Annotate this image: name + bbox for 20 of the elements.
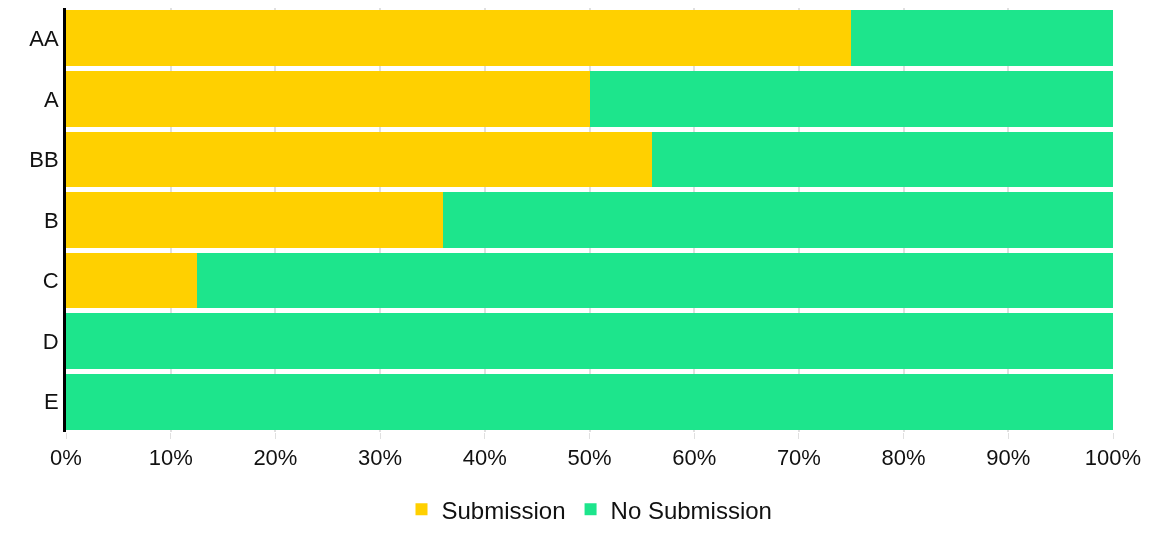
y-tick-label: C [42,268,59,294]
x-tick-label: 100% [1084,445,1142,471]
x-tick-label: 50% [567,445,612,471]
legend-label: Submission [441,496,566,524]
x-tick-label: 80% [881,445,926,471]
y-tick-label: E [43,389,59,415]
y-tick-label: D [42,328,59,354]
x-tick-label: 20% [253,445,298,471]
x-tick-label: 70% [776,445,821,471]
y-tick-label: BB [29,147,59,173]
y-tick-label: AA [29,25,59,51]
y-tick-label: A [43,86,59,112]
x-tick-label: 0% [50,445,82,471]
x-tick-label: 10% [148,445,193,471]
x-tick-label: 90% [986,445,1031,471]
legend-label: No Submission [610,496,772,524]
x-tick-label: 60% [672,445,717,471]
x-tick-label: 30% [358,445,403,471]
y-tick-label: B [43,207,59,233]
x-tick-label: 40% [462,445,507,471]
